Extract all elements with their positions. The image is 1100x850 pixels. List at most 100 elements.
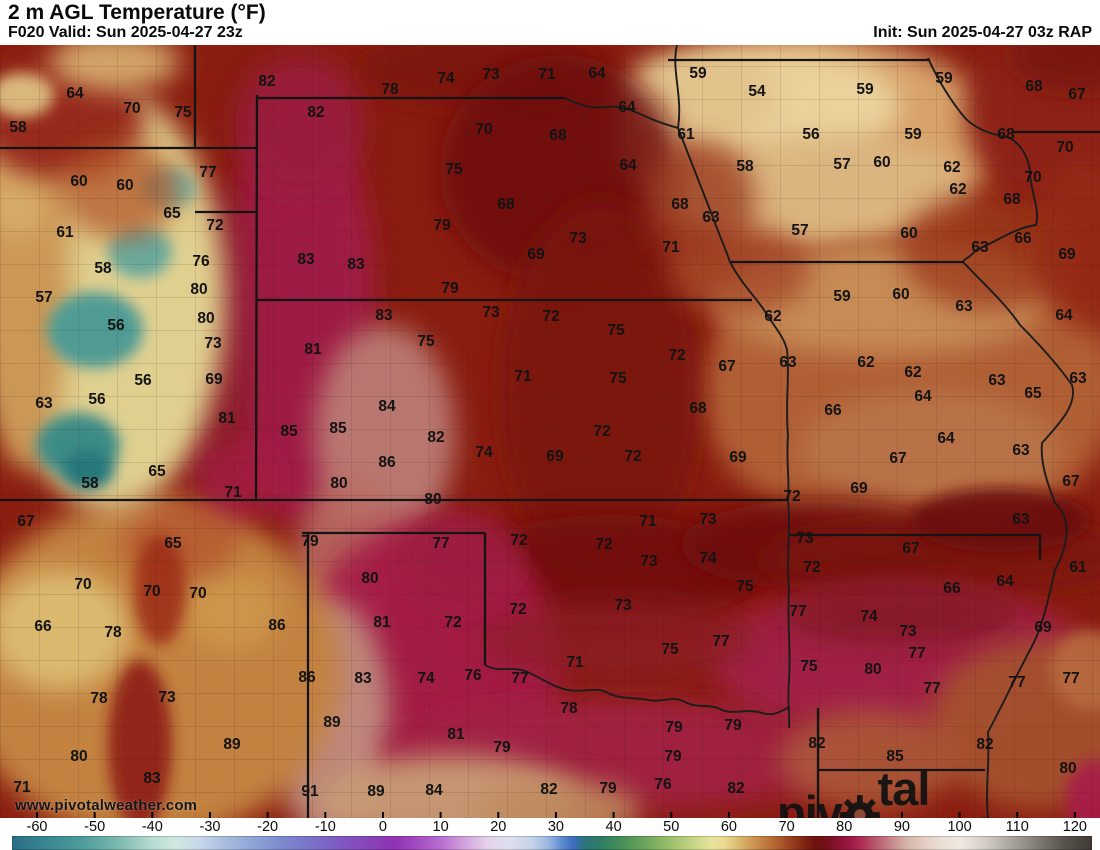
temp-value-label: 73 — [640, 553, 658, 570]
temp-value-label: 62 — [764, 308, 781, 325]
river-border — [674, 45, 731, 263]
temp-value-label: 62 — [904, 364, 921, 381]
temp-value-label: 89 — [223, 736, 241, 753]
temp-value-label: 59 — [856, 81, 874, 98]
temp-value-label: 78 — [104, 624, 122, 641]
temp-value-label: 63 — [971, 239, 989, 256]
temp-value-label: 81 — [447, 726, 465, 743]
temp-value-label: 67 — [1068, 86, 1085, 103]
temp-value-label: 66 — [34, 618, 52, 635]
river-border — [564, 97, 679, 129]
temp-value-label: 57 — [791, 222, 808, 239]
temp-value-label: 74 — [417, 670, 435, 687]
temp-value-label: 74 — [699, 550, 717, 567]
temp-value-label: 73 — [158, 689, 176, 706]
temp-value-label: 69 — [1034, 619, 1052, 636]
temp-value-label: 75 — [445, 161, 463, 178]
temp-value-label: 59 — [904, 126, 922, 143]
temp-value-label: 63 — [702, 209, 720, 226]
temp-value-label: 80 — [190, 281, 207, 298]
temp-value-label: 56 — [802, 126, 820, 143]
temp-value-label: 67 — [889, 450, 906, 467]
temp-value-label: 60 — [873, 154, 890, 171]
temp-value-label: 68 — [1025, 78, 1043, 95]
temp-value-label: 56 — [88, 391, 106, 408]
temp-value-label: 80 — [330, 475, 347, 492]
temp-value-label: 85 — [886, 748, 904, 765]
temp-value-label: 60 — [900, 225, 917, 242]
temp-value-label: 72 — [509, 601, 526, 618]
temp-value-label: 74 — [860, 608, 878, 625]
temp-value-label: 69 — [527, 246, 545, 263]
temp-value-label: 74 — [437, 70, 455, 87]
temp-value-label: 71 — [13, 779, 31, 796]
temp-value-label: 82 — [540, 781, 557, 798]
temp-value-label: 79 — [724, 717, 742, 734]
temp-value-label: 71 — [538, 66, 556, 83]
temp-value-label: 72 — [593, 423, 610, 440]
temp-value-label: 75 — [736, 578, 754, 595]
temp-value-label: 73 — [482, 304, 500, 321]
temp-value-label: 81 — [304, 341, 322, 358]
temp-value-label: 73 — [614, 597, 632, 614]
temp-value-label: 58 — [9, 119, 27, 136]
temp-value-label: 76 — [464, 667, 482, 684]
temp-value-label: 64 — [66, 85, 84, 102]
temp-value-label: 80 — [197, 310, 214, 327]
temp-value-label: 79 — [599, 780, 617, 797]
temp-value-label: 74 — [475, 444, 493, 461]
temp-value-label: 68 — [549, 127, 567, 144]
temp-value-label: 68 — [671, 196, 689, 213]
temp-value-label: 64 — [937, 430, 955, 447]
temp-value-label: 69 — [546, 448, 564, 465]
temp-value-label: 81 — [373, 614, 391, 631]
colorbar: -60 -50 -40 -30 -20 -10 0 10 20 30 40 50 60 70 80 90 100… — [0, 818, 1100, 850]
colorbar-tick-label: 60 — [720, 819, 737, 835]
temp-value-label: 60 — [892, 286, 909, 303]
temp-value-label: 64 — [1055, 307, 1073, 324]
temp-value-label: 67 — [17, 513, 34, 530]
temp-value-label: 66 — [1014, 230, 1032, 247]
temp-value-label: 64 — [588, 65, 606, 82]
colorbar-tick-label: 80 — [836, 819, 853, 835]
temp-value-label: 69 — [729, 449, 747, 466]
temp-value-label: 73 — [569, 230, 587, 247]
temp-value-label: 61 — [56, 224, 74, 241]
temp-value-label: 82 — [427, 429, 444, 446]
temp-value-label: 70 — [475, 121, 492, 138]
temp-value-label: 64 — [619, 157, 637, 174]
temp-value-label: 58 — [736, 158, 754, 175]
temp-value-label: 70 — [74, 576, 91, 593]
temp-value-label: 61 — [1069, 559, 1087, 576]
temp-value-label: 67 — [718, 358, 735, 375]
temp-value-label: 71 — [224, 484, 242, 501]
temp-value-label: 85 — [280, 423, 298, 440]
temp-value-label: 84 — [425, 782, 443, 799]
temp-value-label: 63 — [779, 354, 797, 371]
temp-value-label: 72 — [783, 488, 800, 505]
temp-value-label: 72 — [595, 536, 612, 553]
temp-value-label: 85 — [329, 420, 347, 437]
temp-value-label: 68 — [497, 196, 515, 213]
temp-value-label: 79 — [441, 280, 459, 297]
temp-value-label: 86 — [298, 669, 316, 686]
temp-value-label: 63 — [955, 298, 973, 315]
temp-value-label: 80 — [70, 748, 87, 765]
temp-value-label: 78 — [381, 81, 399, 98]
temp-value-label: 70 — [1024, 169, 1041, 186]
temp-value-label: 80 — [424, 491, 441, 508]
temp-value-label: 75 — [800, 658, 818, 675]
temp-value-label: 73 — [899, 623, 917, 640]
temperature-map[interactable]: 64 70 75 82 82 78 74 73 71 64 64 59 54 59 59 68 67 58 70 68… — [0, 45, 1100, 850]
temp-value-label: 79 — [301, 533, 319, 550]
temp-value-label: 70 — [189, 585, 206, 602]
temp-value-label: 76 — [654, 776, 672, 793]
temp-value-label: 71 — [639, 513, 657, 530]
temp-value-label: 83 — [375, 307, 393, 324]
colorbar-tick-label: 90 — [893, 819, 910, 835]
river-border — [729, 261, 791, 729]
colorbar-tick-label: -30 — [199, 819, 221, 835]
river-border — [927, 57, 1038, 263]
